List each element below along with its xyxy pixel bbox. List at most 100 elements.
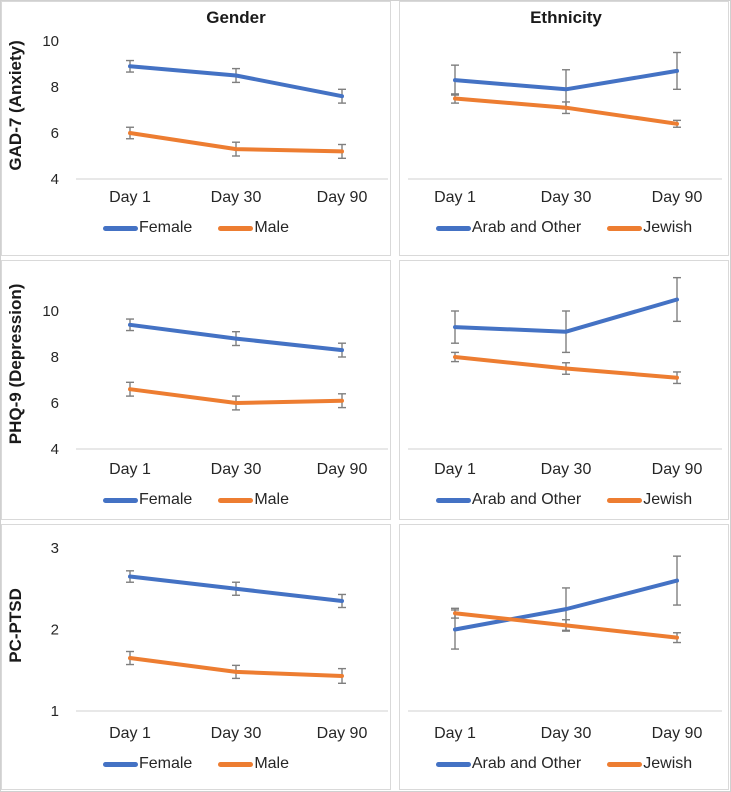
series-line-female [128, 322, 344, 353]
legend-item: Female [102, 491, 193, 509]
legend-label: Male [254, 755, 290, 772]
legend-line-swatch [607, 497, 643, 503]
legend: Arab and Other Jewish [400, 491, 728, 509]
legend: Female Male [2, 755, 390, 773]
x-tick-label: Day 1 [109, 725, 151, 742]
x-tick-label: Day 90 [652, 725, 703, 742]
series-line-jewish [453, 355, 679, 380]
chart-cell-pcptsd-gender: PC-PTSD 1 2 3 Day 1 Day 30 Day 90 Female Male [1, 524, 391, 790]
legend-item: Arab and Other [435, 219, 582, 237]
series-line-male [128, 387, 344, 405]
x-tick-label: Day 1 [434, 725, 476, 742]
legend-item: Male [218, 219, 289, 237]
legend: Arab and Other Jewish [400, 219, 728, 237]
x-tick-label: Day 30 [541, 725, 592, 742]
series-line-arab-and-other [453, 578, 679, 632]
legend-line-swatch [218, 497, 254, 503]
y-tick-label: 3 [51, 540, 59, 557]
chart-cell-pcptsd-ethnicity: Day 1 Day 30 Day 90 Arab and Other Jewish [399, 524, 729, 790]
chart-cell-phq9-ethnicity: Day 1 Day 30 Day 90 Arab and Other Jewish [399, 260, 729, 520]
y-tick-label: 1 [51, 703, 59, 720]
legend-label: Jewish [643, 219, 693, 236]
legend-item: Jewish [607, 755, 692, 773]
x-tick-label: Day 30 [541, 461, 592, 478]
chart-canvas-pcptsd-gender: PC-PTSD 1 2 3 Day 1 Day 30 Day 90 [6, 540, 388, 742]
y-tick-label: 4 [51, 171, 59, 188]
chart-title: Gender [206, 8, 266, 27]
legend-item: Female [102, 755, 193, 773]
chart-canvas-gad7-ethnicity: Ethnicity Day 1 Day 30 Day 90 [408, 8, 722, 206]
x-tick-label: Day 1 [109, 461, 151, 478]
x-tick-label: Day 1 [109, 189, 151, 206]
x-tick-label: Day 90 [317, 189, 368, 206]
legend-label: Male [254, 491, 290, 508]
chart-canvas-phq9-gender: PHQ-9 (Depression) 4 6 8 10 Day 1 Day 30 Day 90 [6, 284, 388, 478]
legend-line-swatch [102, 497, 138, 503]
x-tick-label: Day 1 [434, 189, 476, 206]
legend-label: Jewish [643, 491, 693, 508]
series-line-jewish [453, 96, 679, 126]
x-tick-label: Day 90 [652, 189, 703, 206]
series-line-jewish [453, 611, 679, 640]
x-tick-label: Day 90 [317, 461, 368, 478]
legend-line-swatch [435, 497, 471, 503]
x-tick-label: Day 90 [317, 725, 368, 742]
legend-line-swatch [435, 761, 471, 767]
legend-line-swatch [607, 761, 643, 767]
chart-cell-phq9-gender: PHQ-9 (Depression) 4 6 8 10 Day 1 Day 30 Day 90… [1, 260, 391, 520]
legend-line-swatch [218, 225, 254, 231]
legend-line-swatch [102, 225, 138, 231]
series-line-female [128, 64, 344, 99]
legend-line-swatch [435, 225, 471, 231]
legend-label: Arab and Other [471, 755, 582, 772]
legend-line-swatch [607, 225, 643, 231]
legend-item: Jewish [607, 219, 692, 237]
y-tick-label: 4 [51, 441, 59, 458]
x-tick-label: Day 30 [211, 189, 262, 206]
y-tick-label: 2 [51, 622, 59, 639]
legend-item: Arab and Other [435, 755, 582, 773]
series-line-arab-and-other [453, 68, 679, 92]
chart-title: Ethnicity [530, 8, 602, 27]
series-line-arab-and-other [453, 297, 679, 334]
legend-label: Arab and Other [471, 219, 582, 236]
chart-canvas-pcptsd-ethnicity: Day 1 Day 30 Day 90 [408, 555, 722, 742]
legend-label: Female [138, 491, 193, 508]
series-line-female [128, 574, 344, 603]
legend-item: Male [218, 755, 289, 773]
chart-canvas-gad7-gender: Gender GAD-7 (Anxiety) 4 6 8 10 Day 1 Day 30 Day… [6, 8, 388, 206]
x-tick-label: Day 30 [541, 189, 592, 206]
legend-item: Male [218, 491, 289, 509]
legend: Arab and Other Jewish [400, 755, 728, 773]
legend-item: Arab and Other [435, 491, 582, 509]
y-tick-label: 6 [51, 125, 59, 142]
series-line-male [128, 656, 344, 678]
chart-cell-gad7-gender: Gender GAD-7 (Anxiety) 4 6 8 10 Day 1 Day 30 Day… [1, 1, 391, 256]
legend-label: Jewish [643, 755, 693, 772]
y-axis-title: GAD-7 (Anxiety) [6, 40, 25, 170]
y-tick-label: 10 [42, 303, 59, 320]
y-tick-label: 6 [51, 395, 59, 412]
chart-canvas-phq9-ethnicity: Day 1 Day 30 Day 90 [408, 276, 722, 478]
legend-label: Female [138, 219, 193, 236]
legend-item: Female [102, 219, 193, 237]
x-tick-label: Day 90 [652, 461, 703, 478]
legend-line-swatch [218, 761, 254, 767]
y-axis-title: PC-PTSD [6, 588, 25, 663]
chart-cell-gad7-ethnicity: Ethnicity Day 1 Day 30 Day 90 Arab and Other… [399, 1, 729, 256]
legend-label: Arab and Other [471, 491, 582, 508]
legend-label: Male [254, 219, 290, 236]
x-tick-label: Day 1 [434, 461, 476, 478]
series-line-male [128, 131, 344, 154]
legend: Female Male [2, 219, 390, 237]
y-tick-label: 8 [51, 349, 59, 366]
y-tick-label: 10 [42, 33, 59, 50]
legend: Female Male [2, 491, 390, 509]
y-axis-title: PHQ-9 (Depression) [6, 284, 25, 445]
x-tick-label: Day 30 [211, 461, 262, 478]
x-tick-label: Day 30 [211, 725, 262, 742]
legend-line-swatch [102, 761, 138, 767]
y-tick-label: 8 [51, 79, 59, 96]
legend-label: Female [138, 755, 193, 772]
